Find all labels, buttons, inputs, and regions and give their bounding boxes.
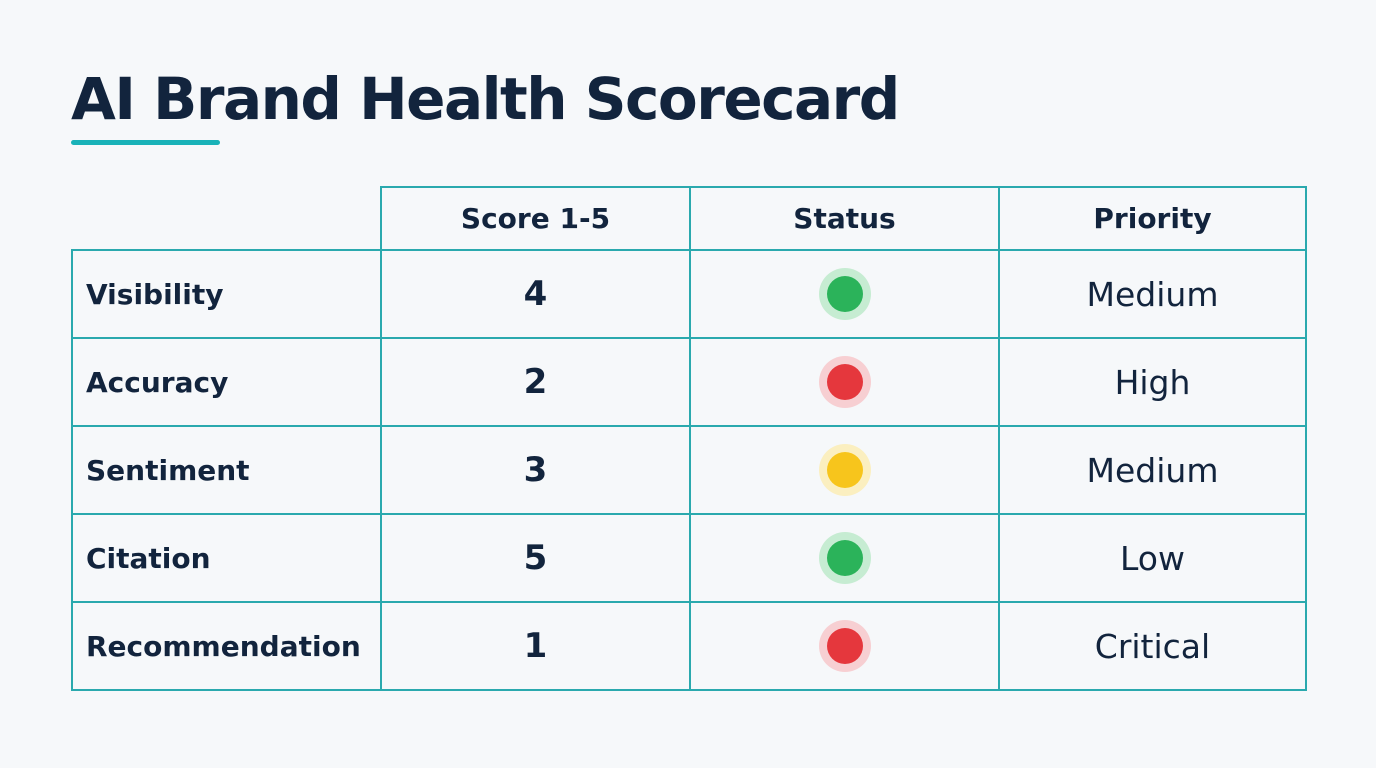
score-value: 5 [380, 513, 691, 603]
score-value: 3 [380, 425, 691, 515]
table-row: Recommendation 1 Critical [71, 601, 1307, 691]
status-cell [689, 513, 1000, 603]
status-green-indicator-icon [818, 532, 871, 584]
header-row: Score 1-5 Status Priority [72, 186, 1307, 251]
metric-label: Visibility [71, 249, 382, 339]
status-green-indicator-icon [818, 268, 871, 320]
status-cell [689, 601, 1000, 691]
status-red-indicator-icon [818, 620, 871, 672]
status-cell [689, 425, 1000, 515]
status-dot-core [826, 276, 863, 312]
score-value: 2 [380, 337, 691, 427]
status-cell [689, 249, 1000, 339]
metric-label: Citation [71, 513, 382, 603]
priority-value: Medium [998, 249, 1307, 339]
status-red-indicator-icon [818, 356, 871, 408]
scorecard-table: Score 1-5 Status Priority Visibility 4 Med… [71, 186, 1307, 691]
status-yellow-indicator-icon [818, 444, 871, 496]
priority-value: Low [998, 513, 1307, 603]
priority-value: High [998, 337, 1307, 427]
status-dot-core [826, 540, 863, 576]
header-priority: Priority [998, 186, 1307, 251]
status-dot-core [826, 452, 863, 488]
table-row: Visibility 4 Medium [71, 249, 1307, 339]
score-value: 1 [380, 601, 691, 691]
page-title: AI Brand Health Scorecard [71, 65, 900, 133]
header-corner [72, 187, 382, 251]
metric-label: Sentiment [71, 425, 382, 515]
status-cell [689, 337, 1000, 427]
header-status: Status [689, 186, 1000, 251]
table-row: Sentiment 3 Medium [71, 425, 1307, 515]
table-row: Accuracy 2 High [71, 337, 1307, 427]
table-row: Citation 5 Low [71, 513, 1307, 603]
status-dot-core [826, 364, 863, 400]
header-score: Score 1-5 [380, 186, 691, 251]
metric-label: Recommendation [71, 601, 382, 691]
score-value: 4 [380, 249, 691, 339]
priority-value: Medium [998, 425, 1307, 515]
status-dot-core [826, 628, 863, 664]
priority-value: Critical [998, 601, 1307, 691]
metric-label: Accuracy [71, 337, 382, 427]
title-underline [71, 140, 220, 145]
